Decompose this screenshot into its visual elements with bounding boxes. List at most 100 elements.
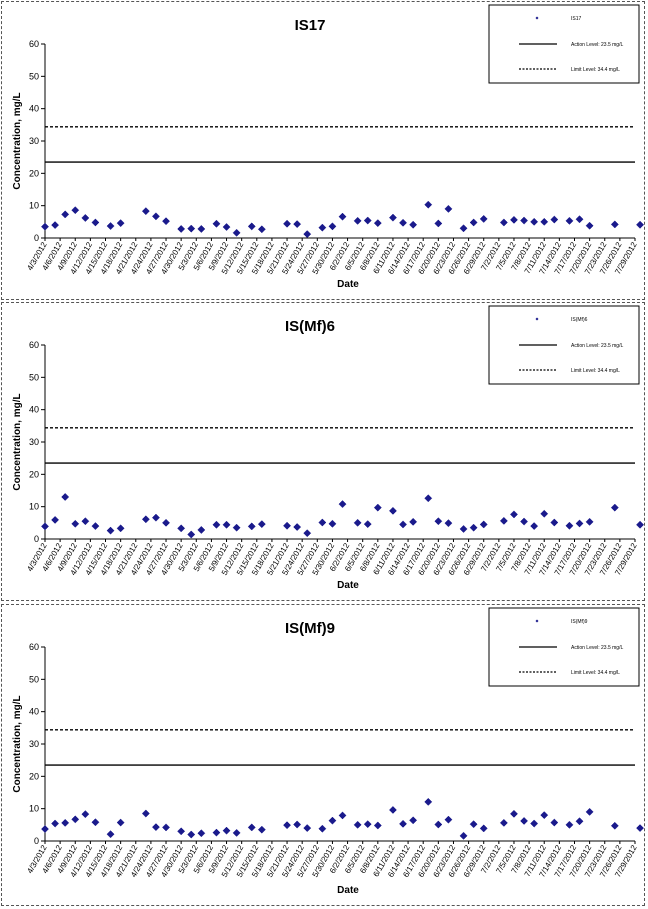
data-point [444, 815, 453, 824]
data-point [469, 523, 478, 532]
data-point [51, 221, 60, 230]
legend-entry: IS(Mf)9 [571, 619, 588, 625]
data-point [197, 829, 206, 838]
data-point [469, 218, 478, 227]
data-point [399, 218, 407, 227]
data-point [399, 819, 407, 828]
y-tick-label: 10 [29, 804, 39, 814]
data-point [177, 224, 186, 233]
data-point [177, 827, 186, 836]
y-tick-label: 50 [29, 674, 39, 684]
data-point [530, 217, 539, 226]
data-point [247, 522, 256, 531]
data-point [565, 820, 574, 829]
data-point [283, 219, 292, 228]
y-tick-label: 20 [29, 168, 39, 178]
data-point [91, 522, 100, 531]
y-tick-label: 50 [29, 372, 39, 382]
y-tick-label: 50 [29, 71, 39, 81]
data-point [162, 217, 170, 226]
data-point [328, 816, 337, 825]
data-point [91, 818, 100, 827]
data-point [303, 230, 312, 239]
legend-entry: Limit Level: 34.4 mg/L [571, 67, 620, 73]
data-point [232, 523, 241, 532]
data-point [151, 212, 160, 221]
data-point [177, 524, 186, 533]
y-axis-label: Concentration, mg/L [12, 695, 23, 792]
data-point [41, 222, 49, 231]
data-point [328, 519, 337, 528]
data-point [610, 503, 619, 512]
legend-marker [535, 619, 539, 623]
data-point [434, 517, 443, 526]
data-point [550, 518, 559, 527]
data-point [363, 216, 372, 225]
data-point [409, 517, 418, 526]
legend-entry: Limit Level: 34.4 mg/L [571, 670, 620, 676]
chart-panel-is17: IS17 0 10 20 30 40 50 60 Concentration, mg/L 4/3/… [1, 1, 645, 300]
data-point [338, 212, 347, 221]
y-tick-label: 20 [29, 771, 39, 781]
data-point [373, 821, 382, 830]
data-point [187, 830, 196, 839]
data-point [61, 818, 70, 827]
legend: IS17 Action Level: 23.5 mg/L Limit Level: … [488, 4, 640, 84]
data-point [479, 214, 488, 223]
data-point [499, 218, 508, 227]
legend-marker [535, 317, 539, 321]
data-point [151, 513, 160, 522]
data-point [51, 819, 60, 828]
y-tick-label: 0 [34, 534, 39, 544]
data-point [530, 819, 539, 828]
legend-entry: Action Level: 23.5 mg/L [571, 645, 623, 651]
data-point [540, 217, 549, 226]
y-tick-label: 60 [29, 340, 39, 350]
data-point [530, 522, 539, 531]
data-point [293, 820, 302, 829]
legend-box [488, 4, 640, 84]
data-point [363, 520, 372, 529]
y-axis-label: Concentration, mg/L [12, 92, 23, 189]
y-tick-label: 60 [29, 39, 39, 49]
y-tick-label: 10 [29, 502, 39, 512]
x-axis-label: Date [337, 279, 359, 290]
y-tick-label: 40 [29, 405, 39, 415]
data-point [116, 524, 125, 533]
data-point [388, 213, 397, 222]
data-point [434, 219, 443, 228]
y-axis-label: Concentration, mg/L [12, 393, 23, 490]
y-tick-label: 40 [29, 104, 39, 114]
data-point [575, 215, 584, 224]
chart-title: IS(Mf)9 [285, 620, 335, 637]
data-point [222, 223, 231, 231]
x-axis-label: Date [337, 885, 359, 896]
y-tick-label: 0 [34, 836, 39, 846]
legend-entry: IS(Mf)6 [571, 317, 588, 323]
data-point [293, 220, 302, 229]
data-point [257, 520, 266, 529]
chart-panel-ismf6: IS(Mf)6 0 10 20 30 40 50 60 Concentration, mg/L 4… [1, 302, 645, 601]
data-point [499, 516, 508, 525]
data-point [247, 823, 256, 832]
data-point [318, 518, 327, 527]
data-point [399, 520, 407, 529]
data-point [71, 519, 80, 528]
data-point [247, 222, 256, 231]
data-point [197, 224, 206, 233]
data-point [293, 523, 302, 531]
data-point [499, 818, 508, 827]
data-point [71, 206, 80, 215]
legend: IS(Mf)6 Action Level: 23.5 mg/L Limit Leve… [488, 305, 640, 385]
data-point [41, 825, 49, 833]
data-point [585, 517, 594, 526]
data-point [116, 818, 125, 827]
chart-title: IS(Mf)6 [285, 318, 335, 335]
data-point [41, 522, 49, 531]
data-point [338, 500, 347, 509]
data-point [636, 520, 644, 529]
legend-marker [535, 16, 539, 20]
